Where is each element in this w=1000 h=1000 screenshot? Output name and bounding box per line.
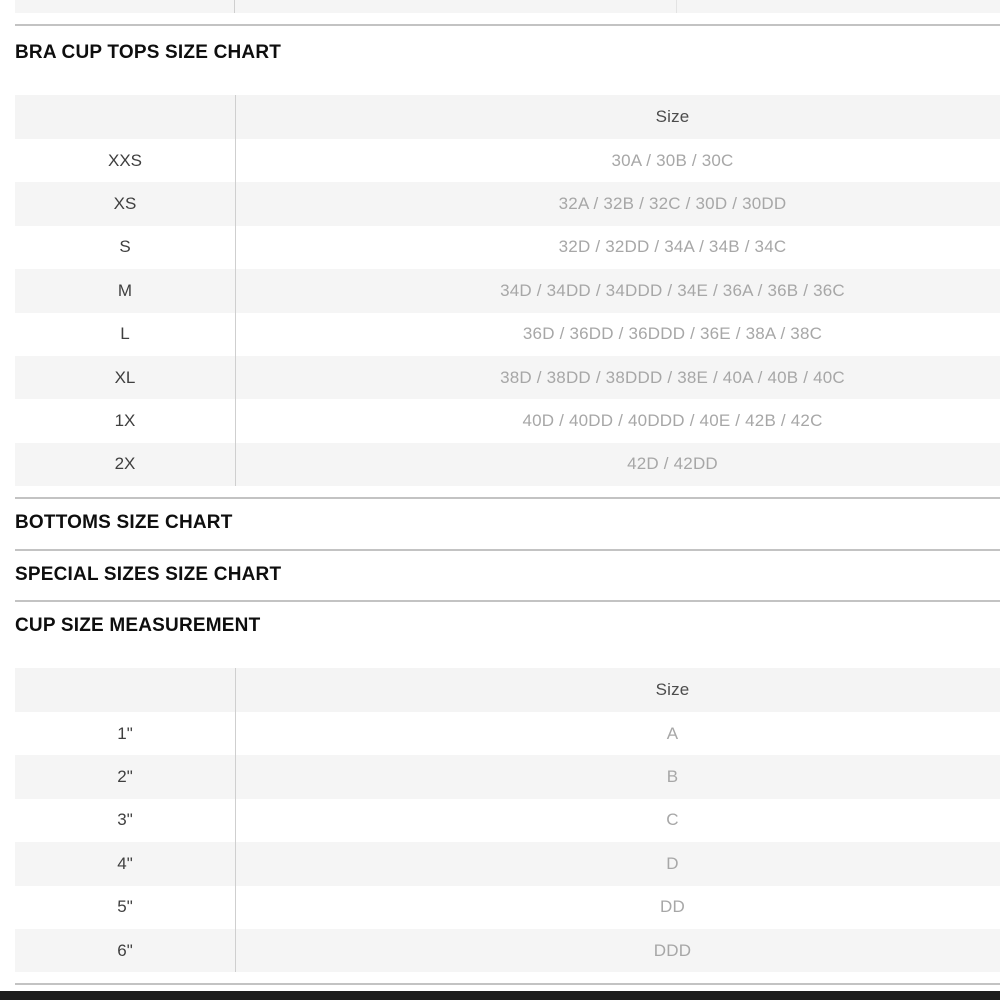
table-row: 3" C: [15, 798, 1000, 843]
table-row: 1X 40D / 40DD / 40DDD / 40E / 42B / 42C: [15, 399, 1000, 443]
size-label-cell: L: [120, 324, 130, 344]
measurement-label-cell: 1": [117, 723, 133, 743]
section-divider: [15, 600, 1000, 602]
table-row: L 36D / 36DD / 36DDD / 36E / 38A / 38C: [15, 312, 1000, 356]
cup-size-value-cell: C: [235, 798, 1000, 843]
section-heading-bra-cup-tops[interactable]: BRA CUP TOPS SIZE CHART: [15, 42, 282, 63]
size-column-header: Size: [235, 668, 1000, 712]
table-row: 1" A: [15, 712, 1000, 756]
cup-size-value-cell: DD: [235, 885, 1000, 929]
table-row: 2" B: [15, 755, 1000, 799]
section-divider: [15, 983, 1000, 985]
measurement-label-cell: 3": [117, 810, 133, 830]
size-value-cell: 38D / 38DD / 38DDD / 38E / 40A / 40B / 4…: [235, 355, 1000, 400]
table-header-row: Size: [15, 668, 1000, 712]
table-row: 5" DD: [15, 885, 1000, 929]
section-divider: [15, 497, 1000, 499]
header-empty-cell: [15, 95, 235, 139]
size-value-cell: 34D / 34DD / 34DDD / 34E / 36A / 36B / 3…: [235, 269, 1000, 313]
previous-table-partial-row: [15, 0, 1000, 13]
measurement-label-cell: 6": [117, 940, 133, 960]
partial-row-cell: [234, 0, 676, 13]
size-value-cell: 32D / 32DD / 34A / 34B / 34C: [235, 225, 1000, 270]
bottom-bar: [0, 991, 1000, 1000]
size-label-cell: S: [119, 237, 131, 257]
cup-size-value-cell: DDD: [235, 928, 1000, 973]
size-value-cell: 42D / 42DD: [235, 442, 1000, 487]
bra-cup-tops-size-table: Size XXS 30A / 30B / 30C XS 32A / 32B / …: [15, 95, 1000, 487]
size-value-cell: 30A / 30B / 30C: [235, 139, 1000, 183]
table-row: 2X 42D / 42DD: [15, 442, 1000, 487]
table-row: 6" DDD: [15, 928, 1000, 973]
measurement-label-cell: 2": [117, 767, 133, 787]
size-label-cell: 2X: [114, 454, 136, 474]
measurement-label-cell: 4": [117, 853, 133, 873]
cup-size-value-cell: A: [235, 712, 1000, 756]
size-value-cell: 36D / 36DD / 36DDD / 36E / 38A / 38C: [235, 312, 1000, 356]
table-header-row: Size: [15, 95, 1000, 139]
table-row: 4" D: [15, 842, 1000, 886]
table-row: XL 38D / 38DD / 38DDD / 38E / 40A / 40B …: [15, 355, 1000, 400]
header-empty-cell: [15, 668, 235, 712]
measurement-label-cell: 5": [117, 897, 133, 917]
partial-row-cell: [15, 0, 234, 13]
size-value-cell: 40D / 40DD / 40DDD / 40E / 42B / 42C: [235, 399, 1000, 443]
table-row: XXS 30A / 30B / 30C: [15, 139, 1000, 183]
table-row: XS 32A / 32B / 32C / 30D / 30DD: [15, 182, 1000, 226]
section-heading-cup-size-measurement[interactable]: CUP SIZE MEASUREMENT: [15, 615, 261, 636]
size-label-cell: XXS: [107, 150, 143, 170]
section-divider: [15, 24, 1000, 26]
size-label-cell: XL: [114, 367, 136, 387]
cup-size-value-cell: B: [235, 755, 1000, 799]
size-column-header: Size: [235, 95, 1000, 139]
cup-size-value-cell: D: [235, 842, 1000, 886]
table-row: S 32D / 32DD / 34A / 34B / 34C: [15, 225, 1000, 270]
section-heading-special-sizes[interactable]: SPECIAL SIZES SIZE CHART: [15, 564, 282, 585]
size-label-cell: M: [117, 280, 133, 300]
size-label-cell: 1X: [114, 411, 136, 431]
partial-row-cell: [676, 0, 1000, 13]
section-divider: [15, 549, 1000, 551]
cup-size-measurement-table: Size 1" A 2" B 3" C 4" D 5" DD 6" DDD: [15, 668, 1000, 973]
size-label-cell: XS: [113, 194, 137, 214]
table-row: M 34D / 34DD / 34DDD / 34E / 36A / 36B /…: [15, 269, 1000, 313]
size-value-cell: 32A / 32B / 32C / 30D / 30DD: [235, 182, 1000, 226]
section-heading-bottoms[interactable]: BOTTOMS SIZE CHART: [15, 512, 233, 533]
